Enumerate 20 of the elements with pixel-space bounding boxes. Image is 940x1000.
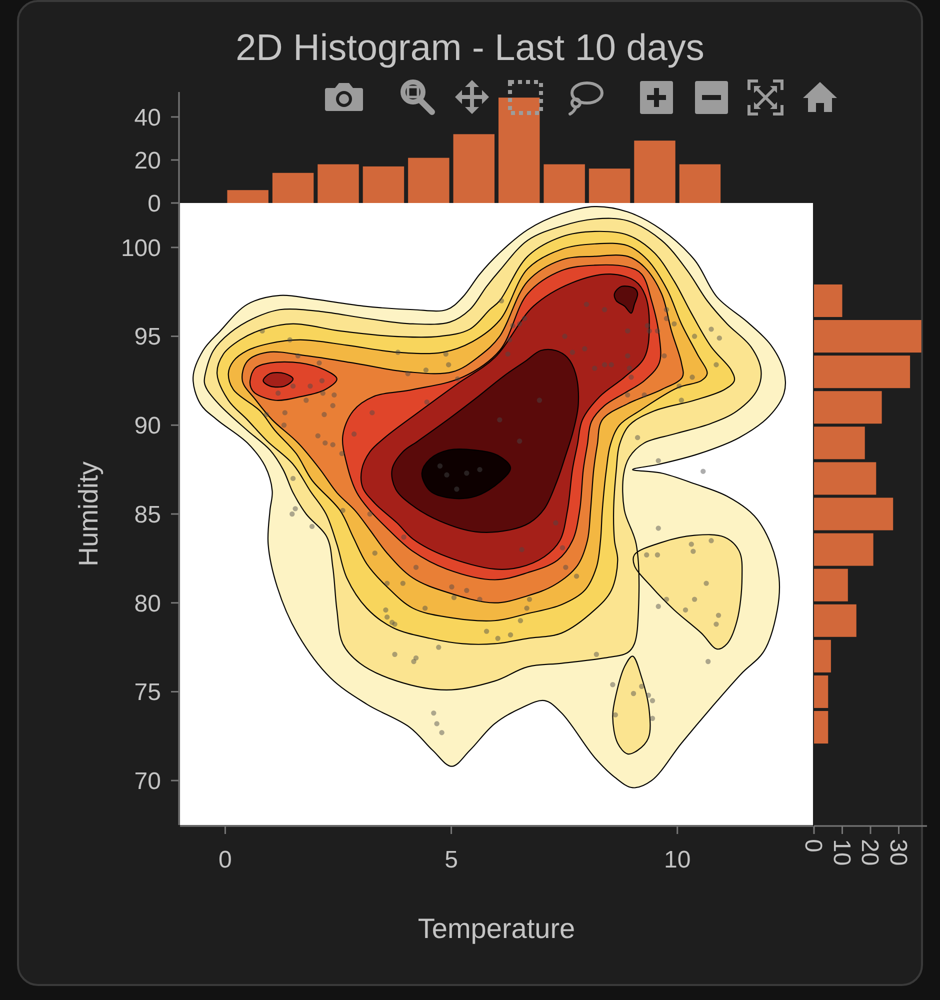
- x-tick-label: 30: [884, 839, 912, 866]
- x-tick-label: 10: [828, 839, 855, 866]
- x-axis-title: Temperature: [418, 912, 576, 944]
- x-tick-label: 5: [444, 846, 458, 874]
- x-tick-label: 20: [856, 839, 884, 866]
- y-tick-label: 100: [120, 234, 161, 262]
- y-tick-label: 90: [134, 412, 161, 440]
- y-tick-label: 75: [134, 679, 161, 706]
- y-tick-label: 80: [134, 590, 161, 618]
- y-tick-label: 20: [134, 147, 161, 174]
- x-tick-label: 10: [664, 846, 691, 874]
- chart-title: 2D Histogram - Last 10 days: [236, 27, 704, 68]
- x-tick-label: 0: [800, 839, 827, 852]
- y-tick-label: 95: [134, 324, 161, 351]
- x-tick-label: 0: [218, 846, 232, 874]
- y-tick-label: 85: [134, 501, 161, 528]
- y-tick-label: 0: [148, 190, 161, 218]
- y-axis-title: Humidity: [73, 460, 104, 567]
- y-tick-label: 70: [134, 768, 161, 795]
- y-tick-label: 40: [134, 104, 161, 132]
